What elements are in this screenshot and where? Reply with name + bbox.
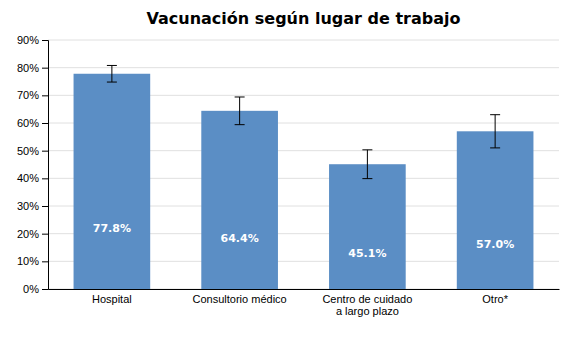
y-tick-label: 10% bbox=[17, 255, 39, 267]
y-tick-mark bbox=[42, 206, 48, 207]
y-tick: 40% bbox=[17, 172, 48, 184]
data-labels: 77.8% 64.4% 45.1% 57.0% bbox=[93, 222, 514, 260]
x-tick-label-line: Centro de cuidado bbox=[322, 293, 412, 305]
x-axis: Hospital Consultorio médico Centro de cuid… bbox=[49, 290, 560, 318]
chart-svg: 0% 10% 20% 30% 40% 50% 60% 70% 80% 90% Hospital Con… bbox=[0, 0, 577, 337]
grid-line bbox=[48, 67, 559, 68]
bar bbox=[201, 111, 278, 289]
grid bbox=[48, 40, 559, 289]
plot: 0% 10% 20% 30% 40% 50% 60% 70% 80% 90% Hospital Con… bbox=[17, 34, 560, 317]
x-tick-label: Consultorio médico bbox=[193, 293, 287, 305]
y-tick-mark bbox=[42, 68, 48, 69]
error-bar bbox=[235, 97, 245, 125]
y-tick: 90% bbox=[17, 34, 48, 46]
y-tick-mark bbox=[42, 289, 48, 290]
y-tick-label: 40% bbox=[17, 172, 39, 184]
x-tick-label: Hospital bbox=[92, 293, 132, 305]
y-tick-label: 80% bbox=[17, 62, 39, 74]
y-tick: 50% bbox=[17, 145, 48, 157]
y-axis: 0% 10% 20% 30% 40% 50% 60% 70% 80% 90% bbox=[17, 34, 49, 295]
y-tick: 60% bbox=[17, 117, 48, 129]
y-tick-label: 90% bbox=[17, 34, 39, 46]
y-tick: 30% bbox=[17, 200, 48, 212]
y-tick-mark bbox=[42, 261, 48, 262]
x-tick: Otro* bbox=[482, 293, 508, 305]
y-tick-mark bbox=[42, 123, 48, 124]
x-tick-label: Centro de cuidadoa largo plazo bbox=[322, 293, 412, 318]
y-tick: 0% bbox=[23, 283, 48, 295]
error-bar bbox=[362, 150, 372, 179]
x-tick-label-line: Otro* bbox=[482, 293, 508, 305]
title: Vacunación según lugar de trabajo bbox=[147, 9, 461, 28]
y-tick: 20% bbox=[17, 228, 48, 240]
y-tick-mark bbox=[42, 178, 48, 179]
y-axis-line bbox=[42, 41, 49, 290]
y-tick: 70% bbox=[17, 89, 48, 101]
x-tick: Consultorio médico bbox=[193, 293, 287, 305]
x-tick-label: Otro* bbox=[482, 293, 508, 305]
error-bar bbox=[490, 115, 500, 148]
bar bbox=[457, 131, 534, 289]
bar bbox=[329, 164, 406, 289]
x-axis-line bbox=[49, 289, 560, 290]
y-tick-label: 30% bbox=[17, 200, 39, 212]
grid-line bbox=[48, 40, 559, 41]
chart-container: 0% 10% 20% 30% 40% 50% 60% 70% 80% 90% Hospital Con… bbox=[0, 0, 577, 337]
y-tick-mark bbox=[42, 95, 48, 96]
error-bar bbox=[107, 65, 117, 82]
data-label: 64.4% bbox=[221, 232, 259, 245]
y-tick-mark bbox=[42, 151, 48, 152]
y-tick-label: 60% bbox=[17, 117, 39, 129]
x-tick: Hospital bbox=[92, 293, 132, 305]
y-tick-label: 70% bbox=[17, 89, 39, 101]
y-tick-label: 20% bbox=[17, 228, 39, 240]
x-tick-label-line: Hospital bbox=[92, 293, 132, 305]
x-tick-label-line: a largo plazo bbox=[336, 305, 399, 317]
data-label: 45.1% bbox=[348, 247, 386, 260]
y-tick: 80% bbox=[17, 62, 48, 74]
y-tick-label: 50% bbox=[17, 145, 39, 157]
x-tick: Centro de cuidadoa largo plazo bbox=[322, 293, 412, 318]
y-tick: 10% bbox=[17, 255, 48, 267]
y-tick-mark bbox=[42, 234, 48, 235]
bar bbox=[74, 74, 151, 289]
data-label: 57.0% bbox=[476, 238, 514, 251]
y-tick-mark bbox=[42, 40, 48, 41]
data-label: 77.8% bbox=[93, 222, 131, 235]
bars bbox=[74, 65, 534, 289]
y-tick-label: 0% bbox=[23, 283, 39, 295]
x-tick-label-line: Consultorio médico bbox=[193, 293, 287, 305]
